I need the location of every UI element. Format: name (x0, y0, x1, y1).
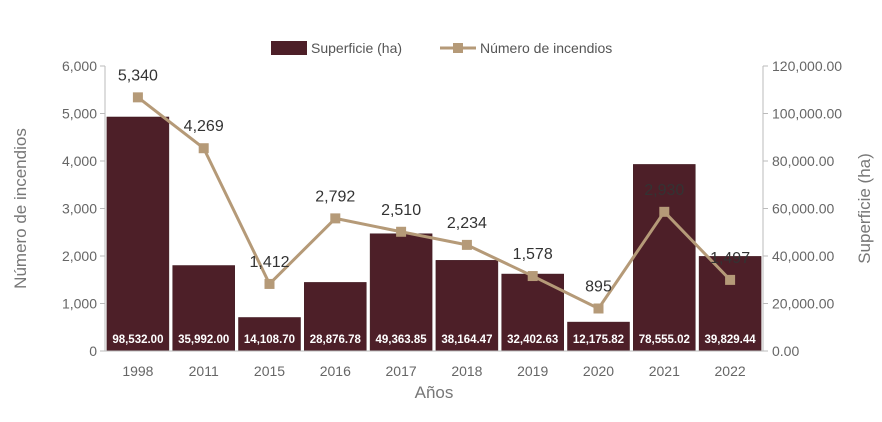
line-marker-2015 (264, 278, 275, 289)
bar-value-label-2011: 35,992.00 (178, 334, 229, 346)
y-tick-right-label: 60,000.00 (772, 201, 834, 217)
line-marker-2021 (659, 206, 670, 217)
bar-2015 (238, 317, 301, 352)
y-tick-left-label: 0 (89, 343, 97, 359)
line-value-label-2011: 4,269 (184, 118, 224, 135)
line-value-label-2018: 2,234 (447, 215, 487, 232)
y-tick-right-label: 20,000.00 (772, 296, 834, 312)
bar-2017 (369, 233, 433, 352)
line-value-label-2022: 1,497 (710, 250, 750, 267)
line-value-label-2017: 2,510 (381, 202, 421, 219)
x-tick-label-2018: 2018 (451, 363, 482, 379)
bar-2018 (435, 260, 499, 352)
bar-value-label-2019: 32,402.63 (507, 334, 558, 346)
y-tick-left-label: 3,000 (62, 201, 97, 217)
line-marker-1998 (132, 92, 143, 103)
x-tick-label-2015: 2015 (254, 363, 285, 379)
y-tick-left-label: 6,000 (62, 58, 97, 74)
bar-2016 (304, 282, 367, 352)
bar-2021 (633, 164, 696, 352)
line-value-label-2020: 895 (585, 278, 612, 295)
line-value-label-1998: 5,340 (118, 67, 158, 84)
y-tick-right-label: 120,000.00 (772, 58, 842, 74)
legend-marker-incendios (453, 43, 463, 53)
y-tick-left-label: 2,000 (62, 248, 97, 264)
x-tick-label-2019: 2019 (517, 363, 548, 379)
line-value-label-2021: 2,930 (644, 182, 684, 199)
line-marker-2016 (330, 213, 341, 224)
y-tick-right-label: 80,000.00 (772, 153, 834, 169)
x-tick-label-2017: 2017 (386, 363, 417, 379)
line-marker-2019 (527, 271, 538, 282)
bar-value-label-2015: 14,108.70 (244, 334, 295, 346)
line-value-label-2016: 2,792 (315, 188, 355, 205)
legend-swatch-superficie (271, 41, 307, 55)
line-marker-2018 (461, 239, 472, 250)
bar-value-label-2022: 39,829.44 (705, 334, 757, 346)
x-tick-label-2021: 2021 (649, 363, 680, 379)
x-tick-label-2020: 2020 (583, 363, 614, 379)
line-marker-2022 (725, 274, 736, 285)
bar-value-label-2021: 78,555.02 (639, 334, 690, 346)
bar-value-label-2018: 38,164.47 (441, 334, 492, 346)
x-axis-title: Años (415, 383, 454, 402)
y-tick-right-label: 40,000.00 (772, 248, 834, 264)
line-marker-2011 (198, 143, 209, 154)
legend-label-superficie: Superficie (ha) (311, 40, 402, 56)
legend-label-incendios: Número de incendios (480, 40, 612, 56)
x-tick-label-2011: 2011 (189, 363, 219, 379)
bar-1998 (106, 116, 170, 352)
bar-value-label-1998: 98,532.00 (112, 334, 163, 346)
y-axis-right-title: Superficie (ha) (855, 153, 874, 264)
y-tick-left-label: 1,000 (62, 296, 97, 312)
bar-2011 (172, 265, 235, 352)
y-tick-right-label: 0.00 (772, 343, 799, 359)
y-axis-left-title: Número de incendios (11, 128, 30, 289)
x-tick-label-2016: 2016 (320, 363, 351, 379)
bar-value-label-2017: 49,363.85 (376, 334, 428, 346)
y-tick-right-label: 100,000.00 (772, 106, 842, 122)
x-tick-label-2022: 2022 (715, 363, 746, 379)
bar-value-label-2020: 12,175.82 (573, 334, 624, 346)
line-value-label-2015: 1,412 (249, 254, 289, 271)
bar-value-label-2016: 28,876.78 (310, 334, 362, 346)
x-tick-label-1998: 1998 (122, 363, 153, 379)
line-series-incendios (136, 96, 732, 310)
y-tick-left-label: 5,000 (62, 106, 97, 122)
line-marker-2020 (593, 303, 604, 314)
line-value-label-2019: 1,578 (513, 246, 553, 263)
line-marker-2017 (396, 226, 407, 237)
y-tick-left-label: 4,000 (62, 153, 97, 169)
